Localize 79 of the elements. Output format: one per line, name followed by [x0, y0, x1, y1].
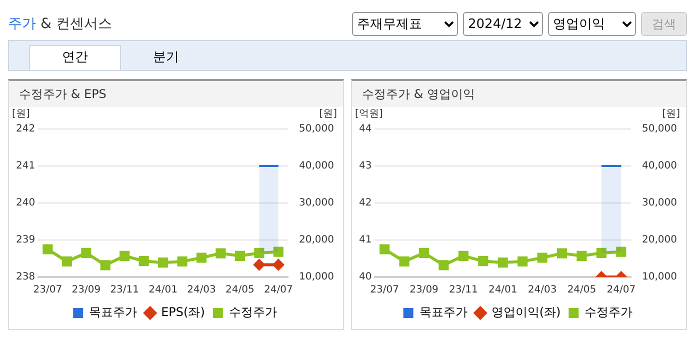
legend-label: 수정주가: [228, 305, 277, 320]
point: [478, 256, 488, 266]
point: [438, 260, 449, 270]
y-tick-label: 242: [16, 124, 36, 135]
y2-axis-title: [원]: [662, 108, 680, 120]
point: [576, 250, 587, 261]
legend-label: EPS(좌): [161, 305, 205, 320]
y2-tick-label: 40,000: [642, 160, 678, 172]
y-tick-label: 40: [358, 272, 372, 283]
y-axis-title: [억원]: [355, 108, 383, 120]
text: 검색: [641, 12, 687, 36]
point: [498, 258, 508, 268]
y-tick-label: 41: [358, 234, 372, 246]
point: [120, 250, 130, 261]
y2-tick-label: 20,000: [299, 234, 334, 246]
legend-label: 목표주가: [89, 305, 138, 320]
text: 주가 & 컨센서스: [8, 15, 112, 33]
y2-tick-label: 30,000: [299, 198, 334, 209]
y2-tick-label: 20,000: [642, 234, 678, 246]
x-tick-label: 24/07: [264, 284, 293, 296]
point: [273, 246, 284, 257]
x-tick-label: 24/03: [528, 284, 557, 296]
point: [537, 252, 548, 263]
x-tick-label: 23/09: [72, 284, 101, 296]
point: [616, 246, 626, 257]
y2-tick-label: 10,000: [299, 272, 334, 283]
point: [234, 250, 245, 261]
point: [518, 256, 528, 266]
y-tick-label: 44: [358, 124, 372, 135]
point: [418, 248, 430, 258]
y-tick-label: 238: [16, 272, 36, 283]
point: [42, 244, 53, 254]
legend-label: 목표주가: [419, 305, 468, 320]
point: [216, 248, 226, 258]
y-tick-label: 239: [16, 234, 36, 246]
point: [596, 248, 606, 258]
y-tick-label: 241: [16, 160, 36, 172]
y-tick-label: 43: [358, 160, 372, 172]
y-axis-title: [원]: [12, 108, 30, 120]
point: [138, 256, 149, 266]
point: [380, 244, 390, 254]
point: [196, 252, 207, 263]
x-tick-label: 24/01: [488, 284, 518, 296]
y2-tick-label: 30,000: [642, 198, 678, 209]
y2-tick-label: 50,000: [642, 124, 678, 135]
x-tick-label: 24/05: [567, 284, 596, 296]
text: 2024/12: [463, 12, 543, 36]
point: [177, 256, 188, 266]
y2-tick-label: 40,000: [299, 160, 334, 172]
x-tick-label: 24/03: [187, 284, 216, 296]
text: 주재무제표: [352, 12, 458, 36]
point: [254, 248, 264, 258]
x-tick-label: 23/07: [33, 284, 62, 296]
legend-label: 영업이익(좌): [491, 305, 561, 320]
y-tick-label: 240: [16, 198, 36, 209]
point: [158, 258, 168, 268]
point: [81, 248, 92, 258]
point: [62, 256, 72, 266]
text: 분기: [152, 49, 180, 67]
y2-tick-label: 50,000: [299, 124, 334, 135]
point: [458, 250, 468, 261]
x-tick-label: 23/11: [449, 284, 478, 296]
text: 연간: [29, 45, 121, 70]
x-tick-label: 24/01: [148, 284, 178, 296]
x-tick-label: 23/11: [110, 284, 140, 296]
legend-label: 수정주가: [584, 305, 633, 320]
point: [556, 248, 568, 258]
chart-title: 수정주가 & EPS: [9, 81, 343, 107]
x-tick-label: 24/05: [226, 284, 254, 296]
chart-title: 수정주가 & 영업이익: [352, 81, 686, 107]
x-tick-label: 23/07: [370, 284, 399, 296]
point: [100, 260, 110, 270]
y2-axis-title: [원]: [319, 108, 338, 120]
y-tick-label: 42: [358, 198, 372, 209]
x-tick-label: 23/09: [410, 284, 438, 296]
x-tick-label: 24/07: [606, 284, 636, 296]
point: [399, 256, 410, 266]
y2-tick-label: 10,000: [642, 272, 678, 283]
text: 영업이익: [548, 12, 636, 36]
